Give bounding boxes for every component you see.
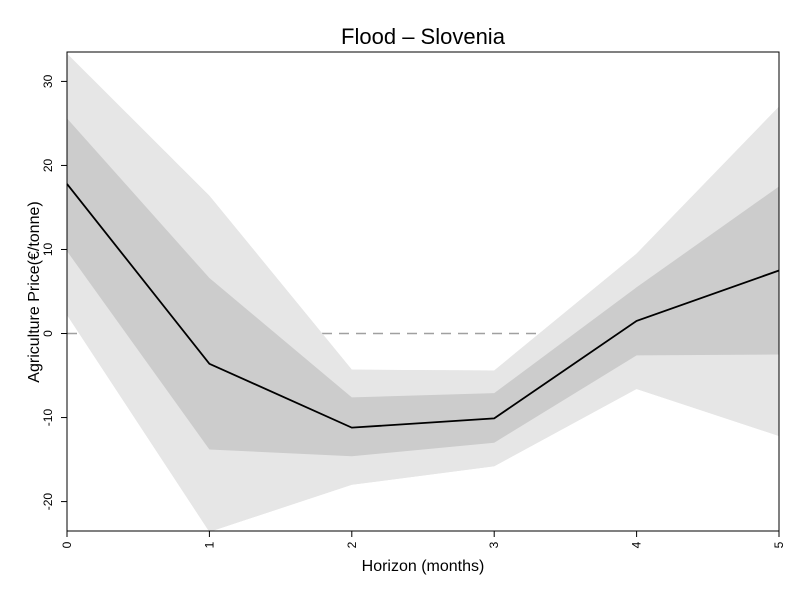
x-tick-label: 1 (202, 541, 216, 548)
axes (66, 51, 780, 532)
y-tick-label: 10 (41, 242, 55, 256)
x-ticks: 0 1 2 3 4 5 (60, 531, 786, 548)
x-axis-label: Horizon (months) (362, 558, 485, 575)
y-tick-label: -10 (41, 409, 55, 427)
y-ticks: -20 -10 0 10 20 30 (41, 74, 67, 510)
chart-title: Flood – Slovenia (341, 24, 506, 49)
plot-frame (66, 51, 780, 532)
x-tick-label: 0 (60, 541, 74, 548)
y-tick-label: 0 (41, 330, 55, 337)
x-tick-label: 4 (630, 541, 644, 548)
x-tick-label: 5 (772, 541, 786, 548)
y-tick-label: 20 (41, 158, 55, 172)
y-tick-label: 30 (41, 74, 55, 88)
x-tick-label: 2 (345, 541, 359, 548)
series-line-0 (66, 183, 780, 429)
y-axis-label: Agriculture Price(€/tonne) (26, 201, 43, 382)
inner-confidence-band-overlay (67, 118, 779, 457)
zero-reference-line (67, 53, 779, 532)
x-tick-label: 3 (487, 541, 501, 548)
y-tick-label: -20 (41, 493, 55, 511)
